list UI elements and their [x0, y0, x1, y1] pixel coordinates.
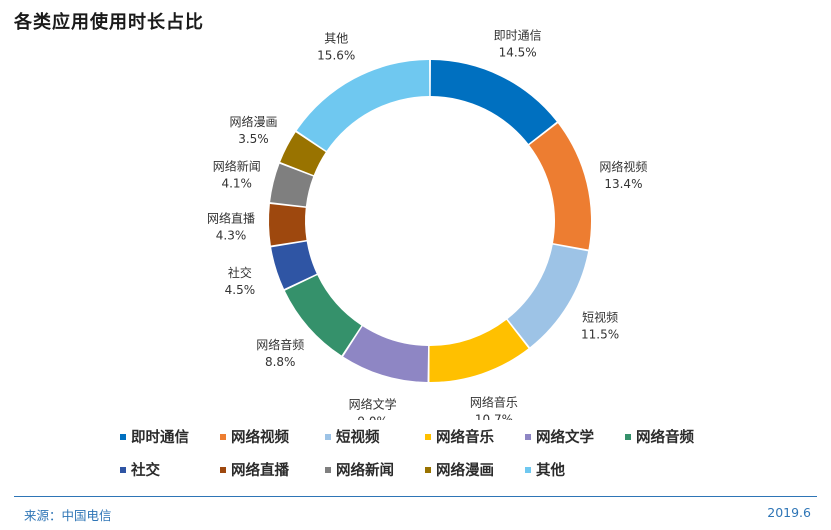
pie-slice — [429, 319, 529, 382]
pie-slice — [507, 244, 589, 348]
legend-label: 社交 — [131, 463, 160, 479]
legend-label: 网络新闻 — [336, 463, 394, 479]
legend-label: 网络直播 — [231, 463, 289, 479]
legend-item: 网络文学 — [525, 426, 625, 447]
legend-swatch — [425, 466, 431, 473]
slice-data-label: 即时通信 14.5% — [494, 28, 542, 59]
slice-data-label: 网络文学9.0% — [349, 397, 397, 420]
legend-item: 网络音频 — [625, 426, 735, 447]
pie-slice — [430, 60, 557, 144]
legend-label: 网络音频 — [636, 430, 694, 446]
legend-label: 即时通信 — [131, 430, 189, 446]
legend-label: 网络文学 — [536, 430, 594, 446]
legend-label: 网络视频 — [231, 430, 289, 446]
legend-item: 网络视频 — [220, 426, 325, 447]
slice-data-label: 网络新闻 4.1% — [213, 159, 261, 191]
slice-data-label: 网络漫画 3.5% — [229, 114, 277, 146]
pie-slice — [343, 326, 429, 382]
legend-label: 短视频 — [336, 430, 380, 446]
legend-item: 短视频 — [325, 426, 425, 447]
legend-swatch — [325, 433, 331, 440]
legend-item: 网络漫画 — [425, 459, 525, 480]
legend-item: 网络新闻 — [325, 459, 425, 480]
legend-swatch — [220, 433, 226, 440]
footer-divider — [14, 496, 817, 497]
legend-item: 网络直播 — [220, 459, 325, 480]
slice-data-label: 网络直播 4.3% — [207, 211, 255, 243]
footer-date: 2019.6 — [767, 505, 811, 520]
legend-swatch — [625, 433, 631, 440]
pie-slice — [271, 241, 317, 289]
legend-label: 网络音乐 — [436, 430, 494, 446]
slice-data-label: 短视频 11.5% — [581, 309, 619, 341]
legend-swatch — [120, 466, 126, 473]
pie-slice — [280, 132, 326, 176]
legend-item: 即时通信 — [120, 426, 220, 447]
slice-data-label: 网络视频 13.4% — [599, 159, 647, 191]
pie-slice — [284, 275, 362, 356]
legend-swatch — [525, 433, 531, 440]
slice-data-label: 网络音乐 10.7% — [470, 394, 518, 420]
legend-swatch — [425, 433, 431, 440]
slice-data-label: 网络音频 8.8% — [256, 337, 304, 369]
pie-slice — [270, 163, 314, 207]
chart-title: 各类应用使用时长占比 — [14, 12, 204, 33]
legend-label: 其他 — [536, 463, 565, 479]
footer-source: 来源：中国电信 — [24, 508, 112, 523]
slice-data-label: 社交 4.5% — [225, 265, 256, 297]
legend-swatch — [325, 466, 331, 473]
legend-swatch — [525, 466, 531, 473]
pie-slice — [296, 60, 430, 151]
chart-legend: 即时通信 网络视频 短视频 网络音乐 网络文学 网络音频社交 网络直播 网络新闻 网络漫画 其他 — [120, 426, 760, 480]
legend-swatch — [120, 433, 126, 440]
slice-data-label: 其他 15.6% — [317, 31, 355, 62]
pie-slice — [529, 123, 591, 250]
legend-swatch — [220, 466, 226, 473]
legend-item: 网络音乐 — [425, 426, 525, 447]
legend-label: 网络漫画 — [436, 463, 494, 479]
legend-item: 其他 — [525, 459, 625, 480]
legend-item: 社交 — [120, 459, 220, 480]
pie-slice — [268, 204, 307, 246]
